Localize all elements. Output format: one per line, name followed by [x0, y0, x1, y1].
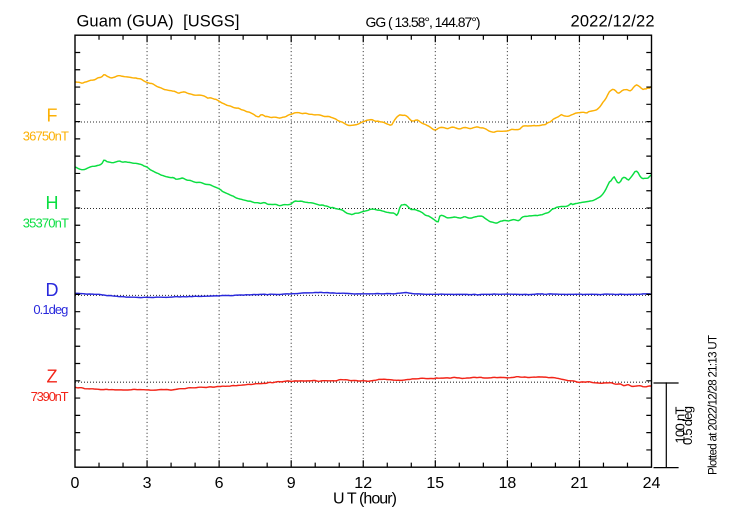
svg-text:GG ( 13.58°, 144.87°): GG ( 13.58°, 144.87°): [366, 14, 481, 30]
svg-text:35370nT: 35370nT: [23, 216, 69, 231]
svg-text:15: 15: [426, 475, 444, 492]
svg-text:21: 21: [571, 475, 589, 492]
svg-text:2022/12/22: 2022/12/22: [571, 13, 655, 31]
svg-text:Plotted at 2022/12/28 21:13 UT: Plotted at 2022/12/28 21:13 UT: [708, 335, 720, 475]
svg-text:Z: Z: [47, 367, 58, 387]
svg-text:6: 6: [215, 475, 224, 492]
svg-text:18: 18: [499, 475, 517, 492]
svg-text:100 nT: 100 nT: [673, 406, 688, 443]
svg-text:0.5 deg: 0.5 deg: [680, 406, 695, 445]
svg-text:H: H: [46, 193, 59, 213]
svg-text:24: 24: [643, 475, 661, 492]
svg-text:12: 12: [354, 475, 372, 492]
svg-text:36750nT: 36750nT: [23, 129, 69, 144]
svg-text:3: 3: [143, 475, 152, 492]
svg-text:Guam (GUA) [USGS]: Guam (GUA) [USGS]: [77, 13, 240, 31]
svg-text:9: 9: [287, 475, 296, 492]
svg-text:D: D: [46, 280, 59, 300]
svg-text:0.1deg: 0.1deg: [33, 302, 68, 317]
svg-text:F: F: [47, 106, 58, 126]
svg-text:0: 0: [71, 475, 80, 492]
svg-text:U T (hour): U T (hour): [333, 491, 397, 508]
svg-text:7390nT: 7390nT: [31, 389, 69, 404]
